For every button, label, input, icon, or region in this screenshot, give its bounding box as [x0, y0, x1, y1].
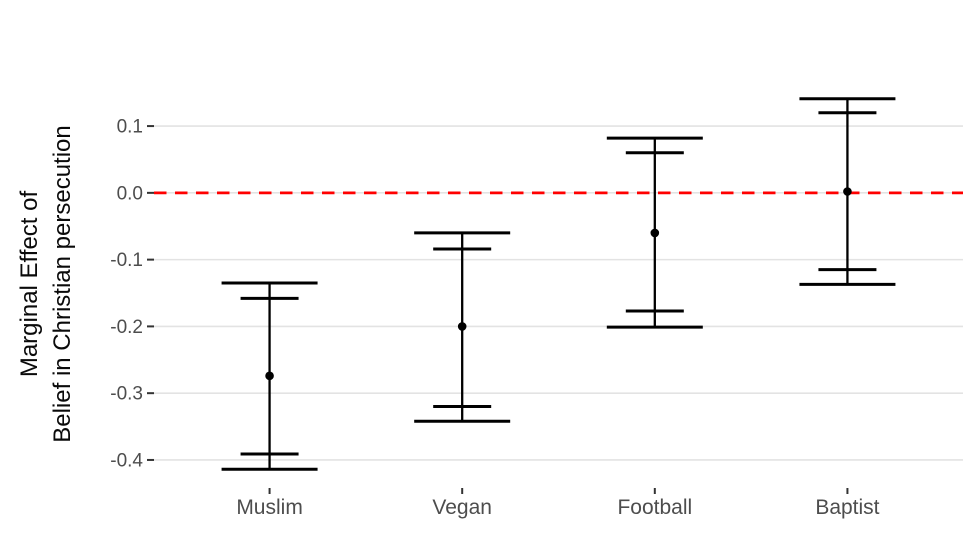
point-estimate: [650, 228, 660, 238]
y-tick-label: -0.2: [110, 317, 143, 338]
y-tick-label: 0.1: [117, 117, 143, 138]
point-estimate: [843, 187, 852, 196]
point-estimate: [457, 322, 467, 331]
x-category-label: Muslim: [236, 496, 303, 519]
x-category-label: Football: [617, 496, 692, 519]
x-category-label: Baptist: [815, 496, 879, 519]
y-tick-label: -0.3: [110, 384, 143, 405]
y-tick-label: -0.4: [110, 450, 143, 471]
y-tick-label: -0.1: [110, 250, 143, 271]
y-axis-title-line: Belief in Christian persecution: [49, 125, 76, 443]
y-axis-title-line: Marginal Effect of: [16, 191, 43, 378]
y-tick-label: 0.0: [117, 183, 143, 204]
y-axis-title: Marginal Effect of Belief in Christian pe…: [16, 125, 76, 443]
x-category-label: Vegan: [432, 496, 492, 519]
point-estimate: [265, 371, 274, 381]
